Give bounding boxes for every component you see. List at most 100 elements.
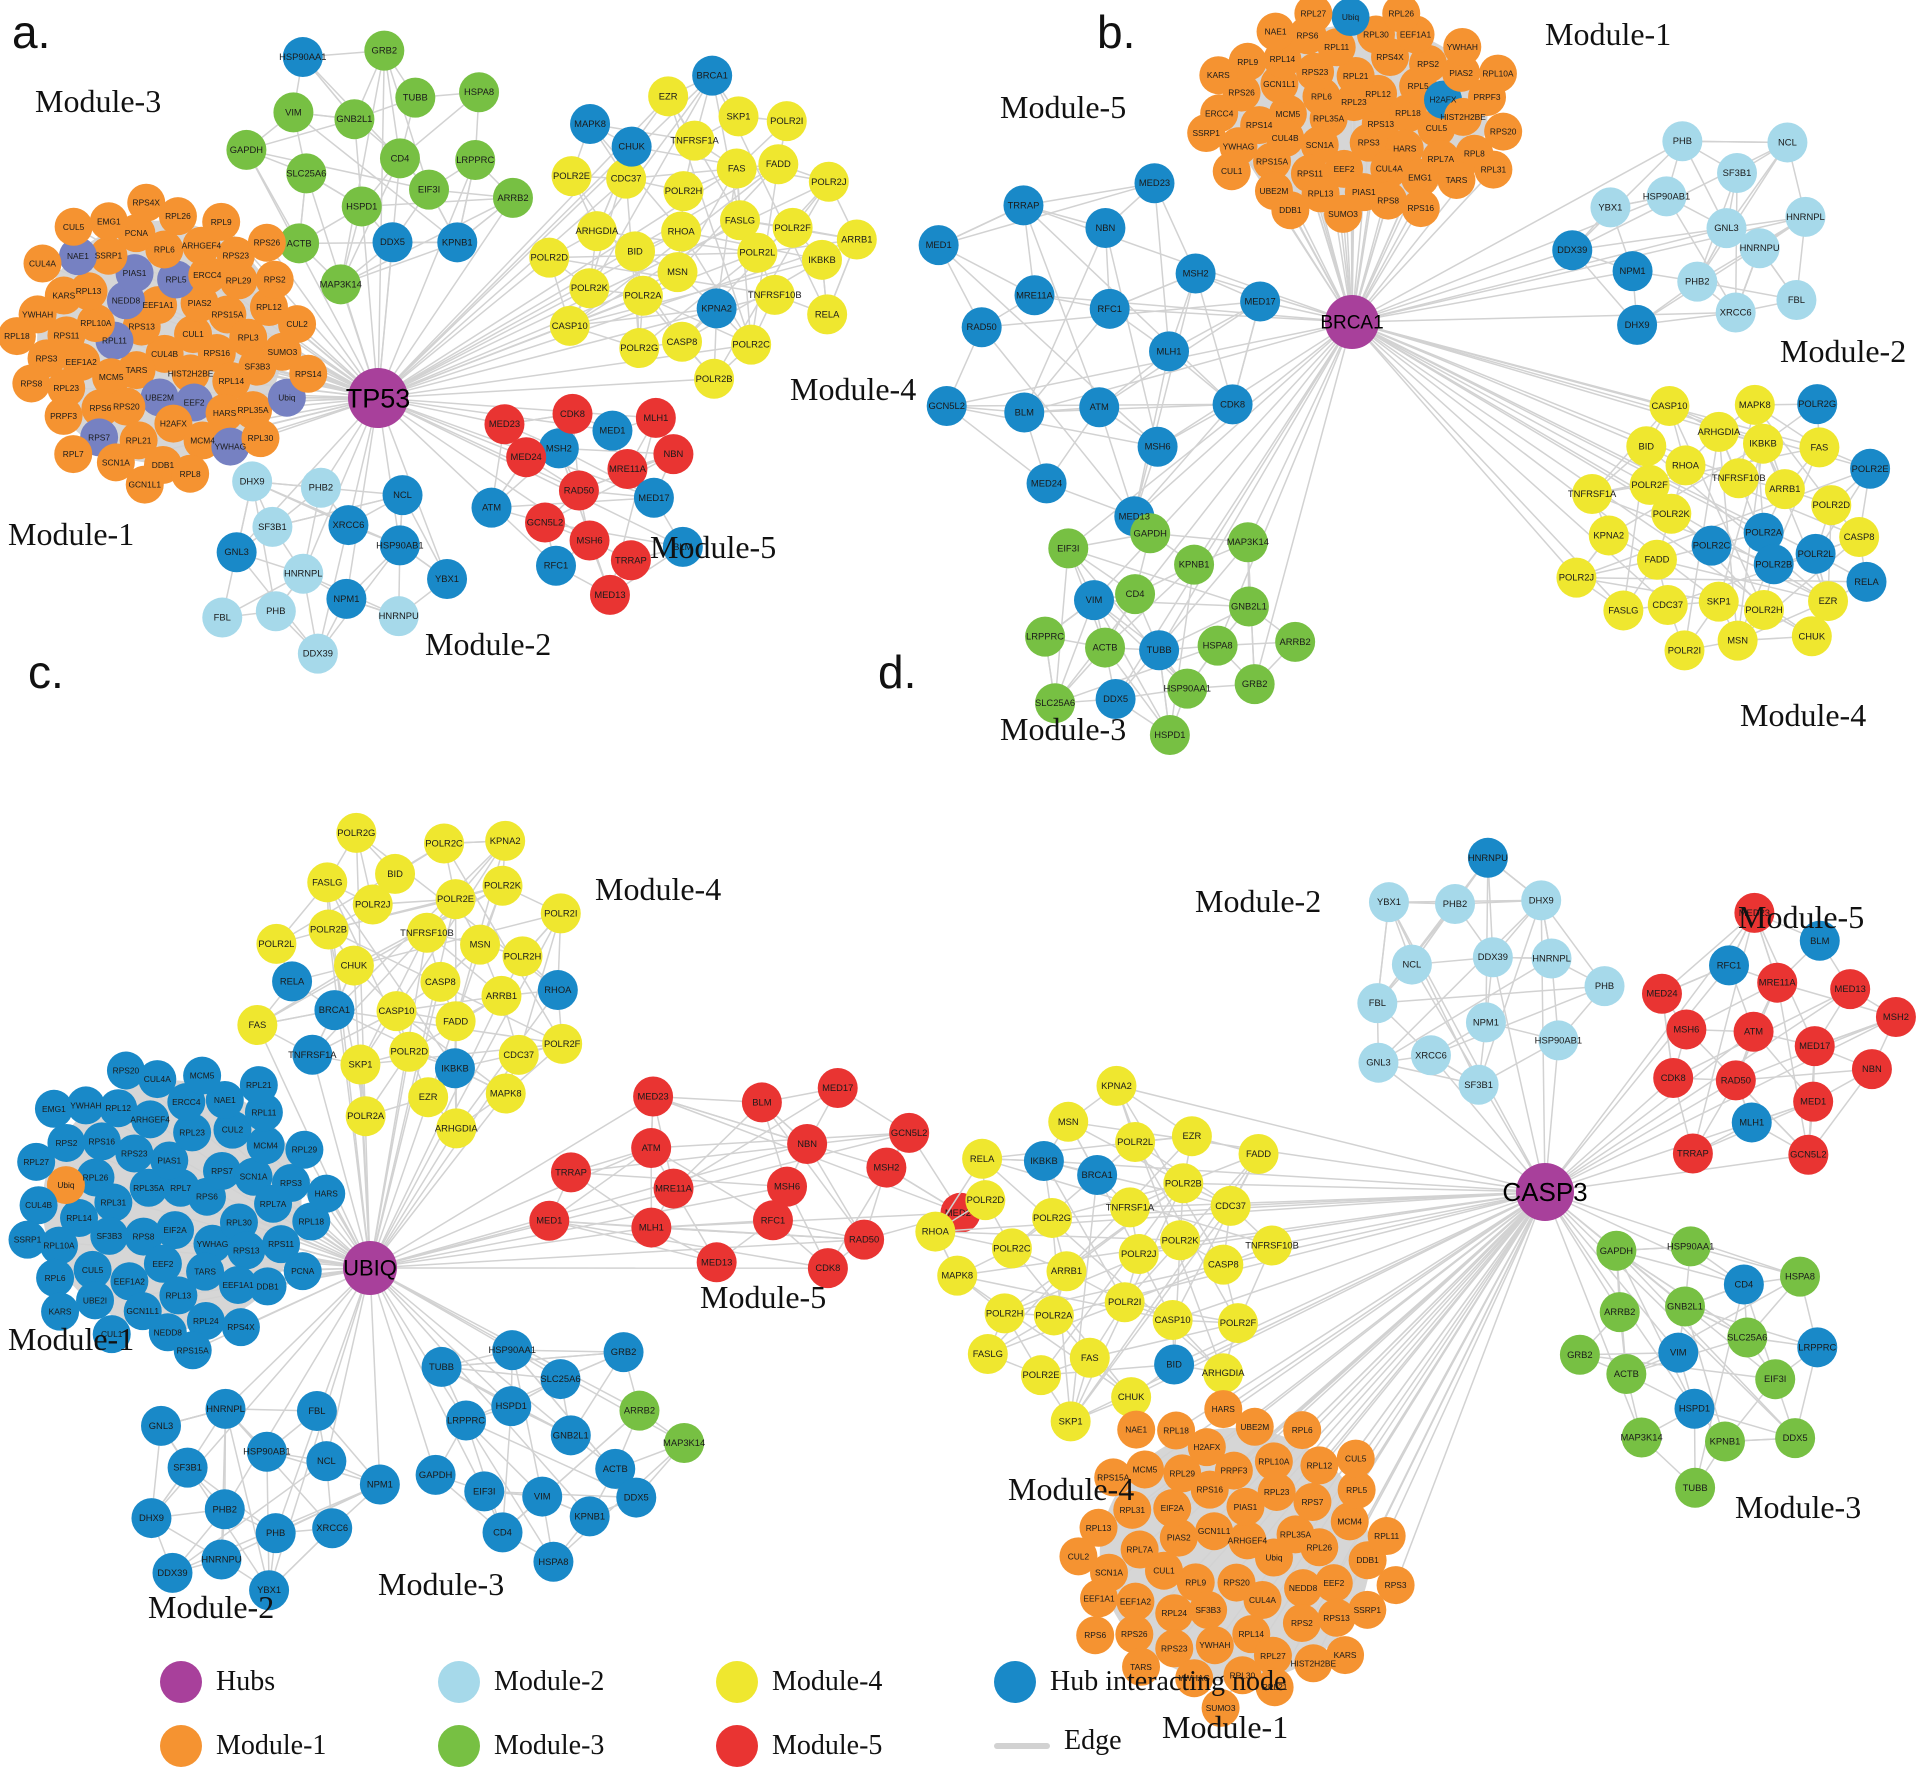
node-KPNA2[interactable]	[1096, 1065, 1137, 1106]
node-POLR2J[interactable]	[352, 884, 393, 925]
node-CUL4B[interactable]	[19, 1186, 58, 1225]
node-GAPDH[interactable]	[226, 129, 267, 170]
node-ACTB[interactable]	[1085, 627, 1126, 668]
node-CDK8[interactable]	[1212, 384, 1253, 425]
node-RPL6[interactable]	[36, 1258, 75, 1297]
node-XRCC6[interactable]	[1410, 1035, 1451, 1076]
node-MCM5[interactable]	[92, 358, 131, 397]
node-YBX1[interactable]	[1590, 187, 1631, 228]
node-MLH1[interactable]	[631, 1207, 672, 1248]
node-PHB[interactable]	[1584, 966, 1625, 1007]
node-EIF2A[interactable]	[156, 1211, 195, 1250]
node-FBL[interactable]	[1776, 280, 1817, 321]
node-GCN5L2[interactable]	[1788, 1134, 1829, 1175]
node-MAPK8[interactable]	[570, 104, 611, 145]
node-KARS[interactable]	[44, 276, 83, 315]
node-NAE1[interactable]	[1256, 12, 1295, 51]
node-DDX39[interactable]	[1552, 230, 1593, 271]
node-POLR2E[interactable]	[1850, 448, 1891, 489]
node-POLR2A[interactable]	[622, 275, 663, 316]
node-MAPK8[interactable]	[1734, 384, 1775, 425]
node-TUBB[interactable]	[1139, 630, 1180, 671]
node-RPS3[interactable]	[271, 1164, 310, 1203]
node-MED17[interactable]	[1794, 1026, 1835, 1067]
node-PHB2[interactable]	[204, 1489, 245, 1530]
node-BRCA1[interactable]	[314, 990, 355, 1031]
node-HIST2H2BE[interactable]	[1294, 1644, 1333, 1683]
node-RPL6[interactable]	[1283, 1411, 1322, 1450]
node-GAPDH[interactable]	[415, 1454, 456, 1495]
node-RPS6[interactable]	[81, 389, 120, 428]
node-GNL3[interactable]	[141, 1405, 182, 1446]
node-GNB2L1[interactable]	[334, 99, 375, 140]
hub-UBIQ[interactable]	[343, 1241, 397, 1295]
node-TNFRSF1A[interactable]	[674, 120, 715, 161]
node-BID[interactable]	[1626, 426, 1667, 467]
node-MED24[interactable]	[1026, 463, 1067, 504]
node-MED24[interactable]	[1641, 973, 1682, 1014]
node-POLR2H[interactable]	[1743, 589, 1784, 630]
node-RPL7A[interactable]	[1120, 1530, 1159, 1569]
node-ARRB2[interactable]	[1275, 621, 1316, 662]
node-VIM[interactable]	[273, 92, 314, 133]
node-MED1[interactable]	[918, 225, 959, 266]
node-PHB[interactable]	[1662, 121, 1703, 162]
node-RPL5[interactable]	[1337, 1470, 1376, 1509]
node-EEF1A1[interactable]	[1080, 1579, 1119, 1618]
node-HARS[interactable]	[205, 393, 244, 432]
node-MSH2[interactable]	[1875, 997, 1916, 1038]
node-SSRP1[interactable]	[1348, 1590, 1387, 1629]
node-RPL10A[interactable]	[1254, 1442, 1293, 1481]
node-RPL23[interactable]	[47, 369, 86, 408]
node-FAS[interactable]	[237, 1005, 278, 1046]
node-SSRP1[interactable]	[8, 1220, 47, 1259]
node-DDX5[interactable]	[616, 1477, 657, 1518]
node-RELA[interactable]	[962, 1138, 1003, 1179]
node-RPL27[interactable]	[1294, 0, 1333, 33]
node-BLM[interactable]	[662, 526, 703, 567]
node-GRB2[interactable]	[1559, 1334, 1600, 1375]
node-RHOA[interactable]	[915, 1211, 956, 1252]
node-RPS7[interactable]	[1293, 1483, 1332, 1522]
node-HIST2H2BE[interactable]	[171, 354, 210, 393]
node-ATM[interactable]	[1733, 1011, 1774, 1052]
node-RPS2[interactable]	[255, 260, 294, 299]
node-ATM[interactable]	[631, 1128, 672, 1169]
node-CHUK[interactable]	[1111, 1377, 1152, 1418]
node-POLR2A[interactable]	[1033, 1295, 1074, 1336]
node-HSPA8[interactable]	[1197, 625, 1238, 666]
node-RPS7[interactable]	[203, 1151, 242, 1190]
node-GCN1L1[interactable]	[1195, 1512, 1234, 1551]
node-RPL23[interactable]	[1257, 1472, 1296, 1511]
node-MCM5[interactable]	[183, 1056, 222, 1095]
node-CDK8[interactable]	[552, 393, 593, 434]
node-TUBB[interactable]	[1675, 1467, 1716, 1508]
node-HSPA8[interactable]	[459, 72, 500, 113]
node-CUL1[interactable]	[1212, 152, 1251, 191]
node-TARS[interactable]	[186, 1252, 225, 1291]
node-MAP3K14[interactable]	[664, 1422, 705, 1463]
node-CUL4A[interactable]	[1243, 1580, 1282, 1619]
node-RPL13[interactable]	[1079, 1508, 1118, 1547]
node-GCN1L1[interactable]	[125, 465, 164, 504]
node-POLR2I[interactable]	[1104, 1282, 1145, 1323]
node-MED13[interactable]	[1830, 969, 1871, 1010]
node-POLR2L[interactable]	[1795, 533, 1836, 574]
node-MED1[interactable]	[1793, 1081, 1834, 1122]
node-RPL12[interactable]	[1300, 1446, 1339, 1485]
node-TARS[interactable]	[1437, 160, 1476, 199]
node-TNFRSF10B[interactable]	[1252, 1225, 1293, 1266]
node-RFC1[interactable]	[1709, 945, 1750, 986]
node-LRPPRC[interactable]	[455, 139, 496, 180]
node-CUL4A[interactable]	[23, 244, 62, 283]
node-POLR2K[interactable]	[569, 268, 610, 309]
node-CD4[interactable]	[379, 138, 420, 179]
node-YWHAG[interactable]	[1175, 1659, 1214, 1698]
node-POLR2A[interactable]	[345, 1096, 386, 1137]
node-CASP10[interactable]	[549, 305, 590, 346]
node-GNB2L1[interactable]	[1665, 1286, 1706, 1327]
node-YBX1[interactable]	[1368, 882, 1409, 923]
node-POLR2E[interactable]	[435, 879, 476, 920]
node-FADD[interactable]	[758, 144, 799, 185]
node-EMG1[interactable]	[1401, 158, 1440, 197]
